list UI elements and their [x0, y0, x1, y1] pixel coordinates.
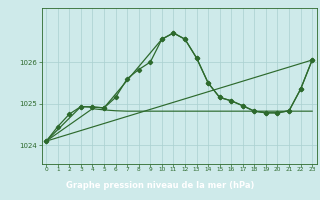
Text: Graphe pression niveau de la mer (hPa): Graphe pression niveau de la mer (hPa)	[66, 181, 254, 190]
